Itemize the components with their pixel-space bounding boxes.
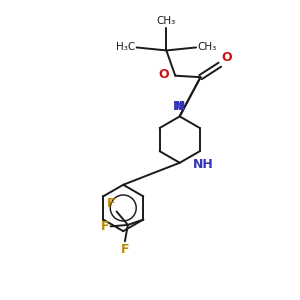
Text: O: O: [222, 50, 232, 64]
Text: CH₃: CH₃: [198, 43, 217, 52]
Text: H₃C: H₃C: [116, 43, 135, 52]
Text: N: N: [175, 100, 185, 113]
Text: NH: NH: [193, 158, 214, 171]
Text: CH₃: CH₃: [157, 16, 176, 26]
Text: F: F: [106, 197, 115, 210]
Text: N: N: [173, 100, 184, 113]
Text: F: F: [100, 220, 109, 233]
Text: O: O: [158, 68, 169, 81]
Text: F: F: [121, 243, 129, 256]
